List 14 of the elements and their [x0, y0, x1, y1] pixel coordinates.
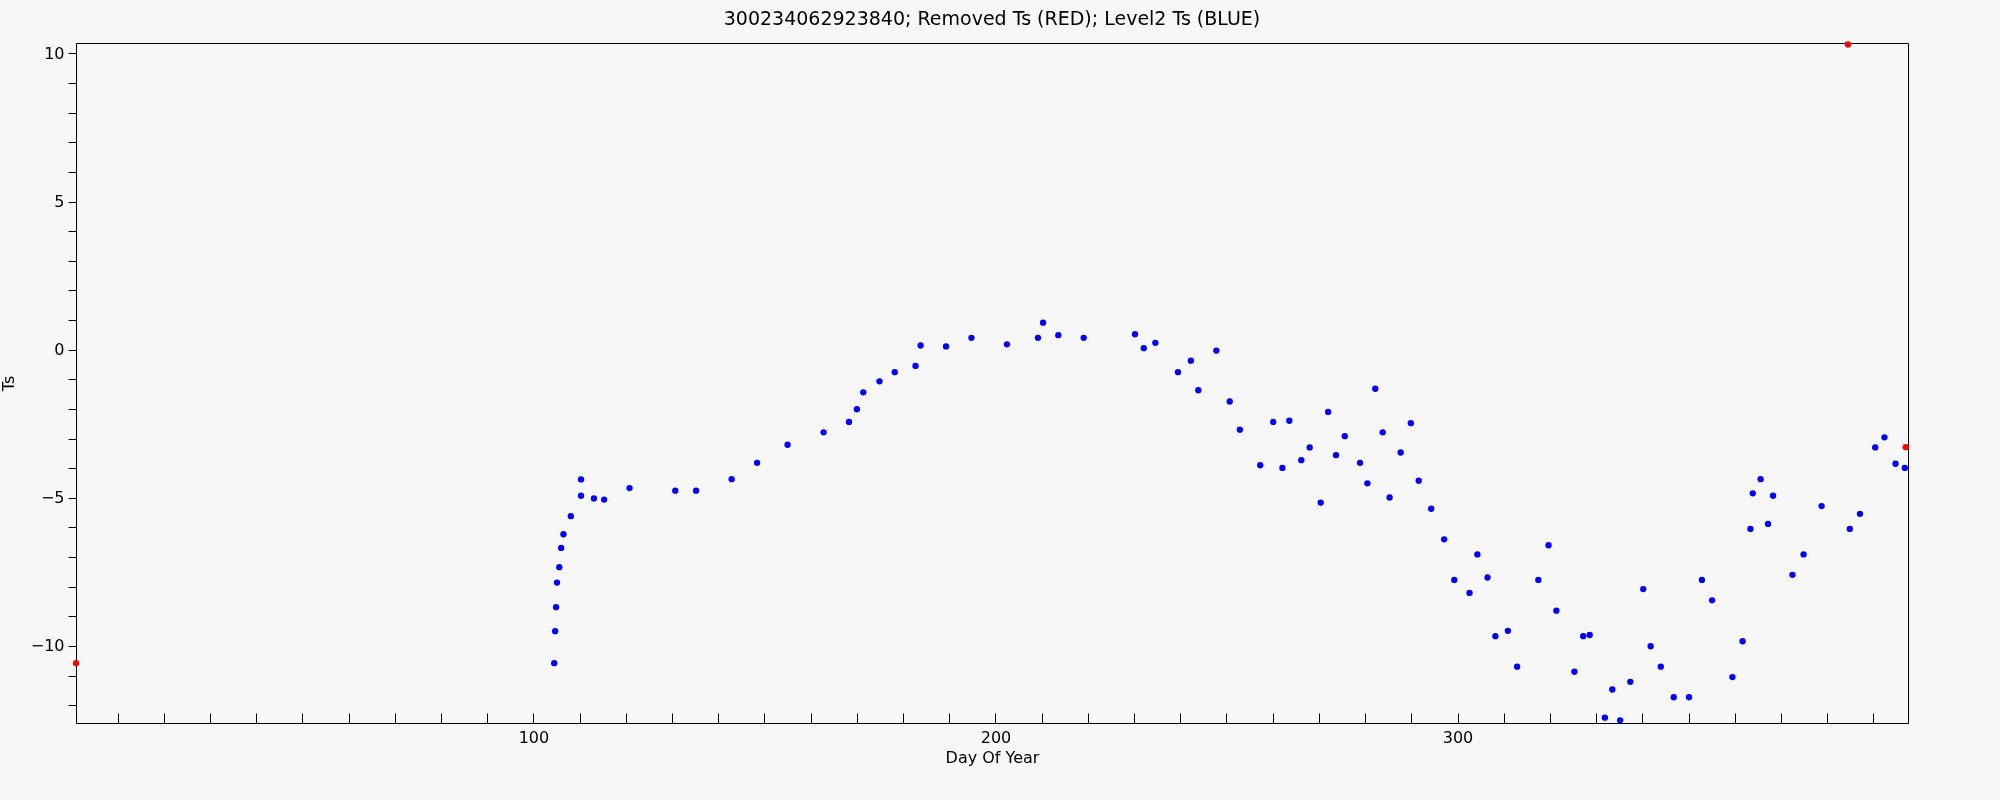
y-tick-label: 0 [54, 340, 65, 360]
y-tick-label: 10 [44, 43, 65, 63]
x-tick-label: 300 [1442, 727, 1474, 747]
x-axis-title: Day Of Year [945, 747, 1040, 767]
chart-title: 300234062923840; Removed Ts (RED); Level2 Ts (BLUE) [723, 7, 1261, 30]
y-tick-label: −10 [30, 636, 65, 656]
x-tick-label: 200 [980, 727, 1012, 747]
point [1902, 443, 1909, 451]
y-tick-label: −5 [40, 488, 65, 508]
point [72, 659, 80, 667]
y-tick-label: 5 [54, 192, 65, 212]
point [1844, 41, 1852, 48]
y-axis-title: Ts [0, 375, 18, 393]
x-tick-label: 100 [518, 727, 550, 747]
